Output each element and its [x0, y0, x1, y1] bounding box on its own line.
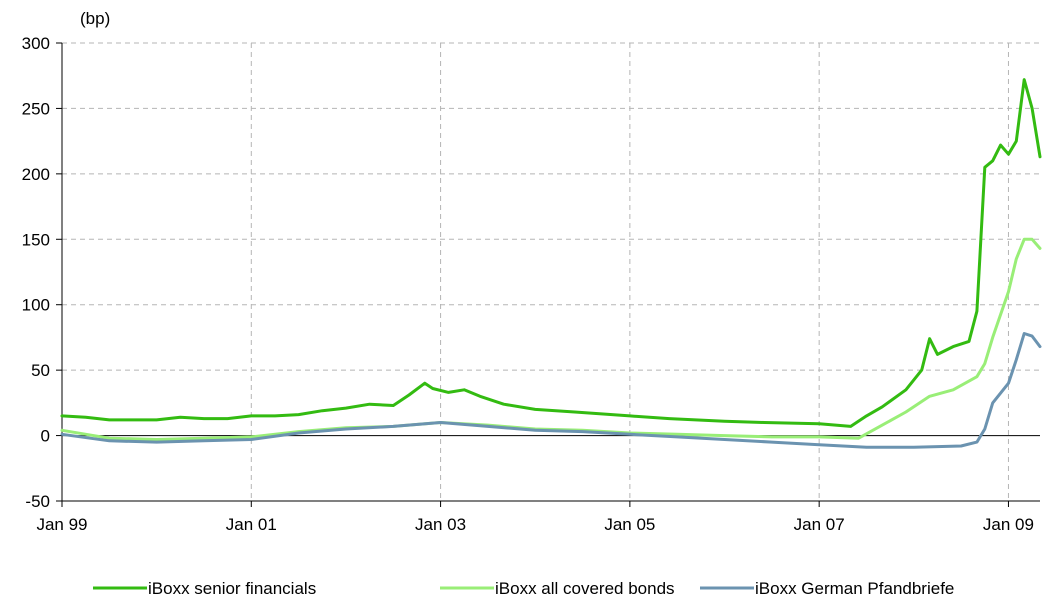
y-tick-label: 300 — [22, 34, 50, 53]
y-tick-label: 100 — [22, 296, 50, 315]
grid — [62, 42, 1040, 501]
x-tick-label: Jan 09 — [983, 515, 1034, 534]
x-tick-label: Jan 03 — [415, 515, 466, 534]
x-tick-label: Jan 01 — [226, 515, 277, 534]
legend-label-2: iBoxx German Pfandbriefe — [755, 579, 954, 598]
y-tick-label: -50 — [25, 492, 50, 511]
y-tick-label: 50 — [31, 361, 50, 380]
axes: 300 250 200 150 100 50 0 -50 Jan 99 Jan 01 Jan 03 J… — [22, 34, 1040, 534]
y-unit-label: (bp) — [80, 9, 110, 28]
y-tick-label: 250 — [22, 99, 50, 118]
x-tick-label: Jan 99 — [36, 515, 87, 534]
x-tick-label: Jan 07 — [794, 515, 845, 534]
series-line-0 — [60, 78, 1042, 428]
legend-label-0: iBoxx senior financials — [148, 579, 316, 598]
series-lines — [60, 78, 1042, 449]
y-tick-label: 0 — [41, 427, 50, 446]
series-line-1 — [60, 237, 1042, 441]
x-tick-label: Jan 05 — [604, 515, 655, 534]
y-tick-label: 200 — [22, 165, 50, 184]
series-line-2 — [60, 332, 1042, 449]
legend-label-1: iBoxx all covered bonds — [495, 579, 675, 598]
legend: iBoxx senior financials iBoxx all covered… — [93, 579, 954, 598]
y-tick-label: 150 — [22, 230, 50, 249]
